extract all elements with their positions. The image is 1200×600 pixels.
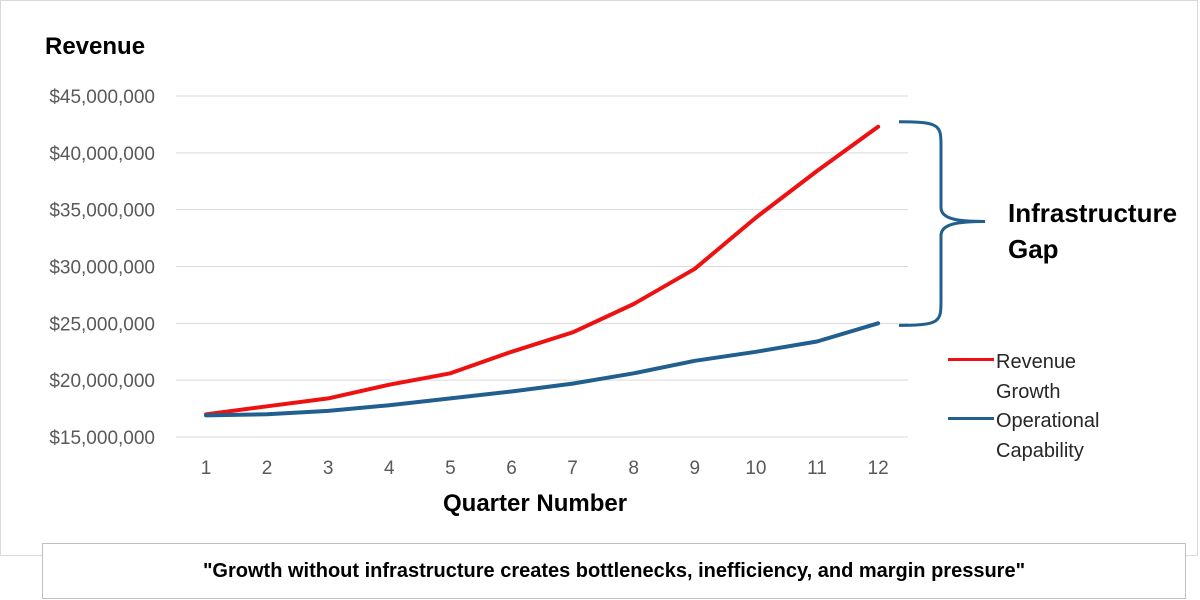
legend-swatch-operational-capability xyxy=(948,417,994,420)
revenue-growth-line xyxy=(204,124,881,417)
x-tick-label: 8 xyxy=(628,458,639,479)
legend-label-operational-capability: Operational Capability xyxy=(996,410,1100,462)
x-tick-label: 3 xyxy=(323,458,334,479)
x-tick-label: 10 xyxy=(745,458,766,479)
line-chart: $15,000,000 $20,000,000 $25,000,000 $30,000… xyxy=(49,87,986,479)
chart-frame xyxy=(0,0,1198,556)
y-tick-label: $20,000,000 xyxy=(49,371,155,392)
legend-item-revenue-growth: Revenue Growth xyxy=(948,347,1146,407)
legend-item-operational-capability: Operational Capability xyxy=(948,406,1146,466)
quote-text: "Growth without infrastructure creates b… xyxy=(202,559,1026,582)
y-tick-label: $45,000,000 xyxy=(49,87,155,108)
y-tick-label: $35,000,000 xyxy=(49,201,155,222)
y-axis-ticks: $15,000,000 $20,000,000 $25,000,000 $30,000… xyxy=(49,87,155,449)
x-tick-label: 5 xyxy=(445,458,456,479)
quote-box: "Growth without infrastructure creates b… xyxy=(42,543,1186,599)
legend-label-revenue-growth: Revenue Growth xyxy=(996,351,1077,403)
x-tick-label: 9 xyxy=(690,458,701,479)
x-tick-label: 12 xyxy=(868,458,889,479)
x-tick-label: 7 xyxy=(567,458,578,479)
x-tick-label: 6 xyxy=(506,458,517,479)
x-axis-ticks: 1 2 3 4 5 6 7 8 9 10 11 12 xyxy=(201,458,889,479)
x-tick-label: 11 xyxy=(807,458,827,479)
curly-brace xyxy=(898,120,986,327)
y-tick-label: $25,000,000 xyxy=(49,314,155,335)
infrastructure-gap-label: Infrastructure Gap xyxy=(1008,198,1178,264)
legend-swatch-revenue-growth xyxy=(948,358,994,361)
gridlines xyxy=(176,95,908,438)
gap-brace xyxy=(898,120,986,327)
x-tick-label: 2 xyxy=(262,458,273,479)
y-tick-label: $15,000,000 xyxy=(49,428,155,449)
x-tick-label: 4 xyxy=(384,458,395,479)
x-axis-label: Quarter Number xyxy=(443,490,628,517)
series-lines xyxy=(204,124,881,418)
x-tick-label: 1 xyxy=(201,458,212,479)
y-tick-label: $40,000,000 xyxy=(49,144,155,165)
operational-capability-line xyxy=(204,321,881,418)
y-axis-label: Revenue xyxy=(45,33,146,60)
y-tick-label: $30,000,000 xyxy=(49,258,155,279)
